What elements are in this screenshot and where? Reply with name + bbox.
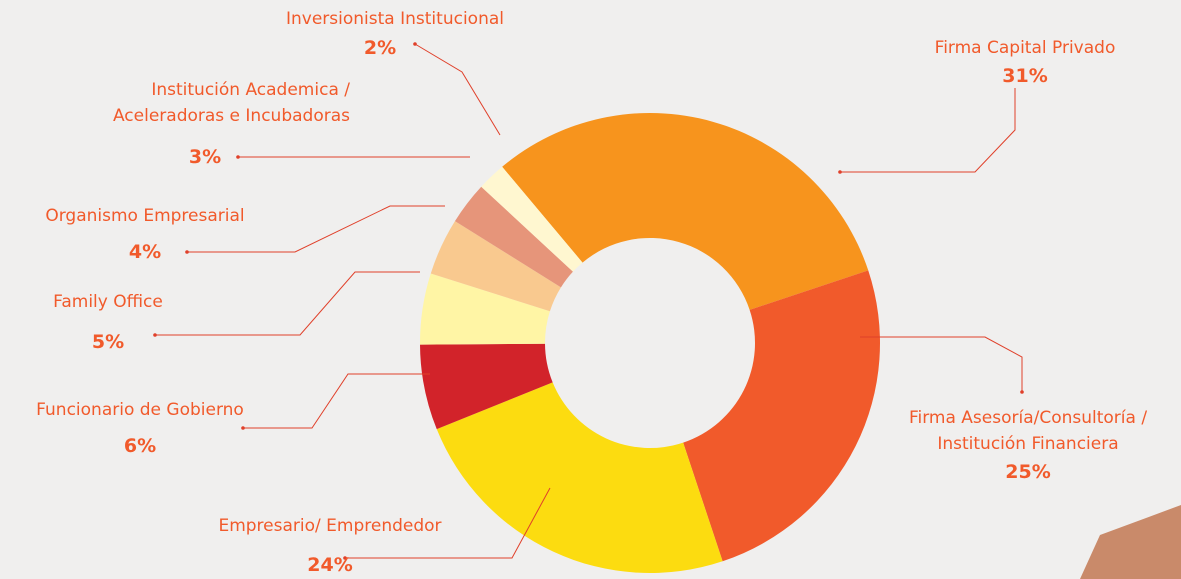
- category-label: Firma Asesoría/Consultoría / Institución…: [878, 405, 1178, 457]
- page: (() => { const data = JSON.parse(documen…: [0, 0, 1181, 579]
- leader-dot: [153, 333, 157, 337]
- value-label: 24%: [307, 554, 352, 576]
- value-label: 4%: [129, 241, 161, 263]
- leader-dot: [838, 170, 842, 174]
- leader-line: [860, 337, 1022, 392]
- category-label: Funcionario de Gobierno: [0, 397, 280, 423]
- leader-dot: [241, 426, 245, 430]
- leader-line: [415, 44, 500, 135]
- value-label: 3%: [189, 146, 221, 168]
- category-label: Firma Capital Privado: [875, 35, 1175, 61]
- leader-line: [840, 88, 1015, 172]
- corner-decoration: [1080, 505, 1181, 579]
- leader-dot: [185, 250, 189, 254]
- category-label: Inversionista Institucional: [245, 6, 545, 32]
- leader-dot: [1020, 390, 1024, 394]
- leader-dot: [413, 42, 417, 46]
- donut-slice: [683, 270, 880, 561]
- value-label: 5%: [92, 331, 124, 353]
- category-label: Institución Academica / Aceleradoras e I…: [50, 77, 350, 129]
- value-label: 2%: [364, 37, 396, 59]
- category-label: Empresario/ Emprendedor: [180, 513, 480, 539]
- value-label: 6%: [124, 435, 156, 457]
- leader-dot: [236, 155, 240, 159]
- category-label: Organismo Empresarial: [5, 203, 285, 229]
- value-label: 31%: [1002, 65, 1047, 87]
- category-label: Family Office: [8, 289, 208, 315]
- value-label: 25%: [1005, 461, 1050, 483]
